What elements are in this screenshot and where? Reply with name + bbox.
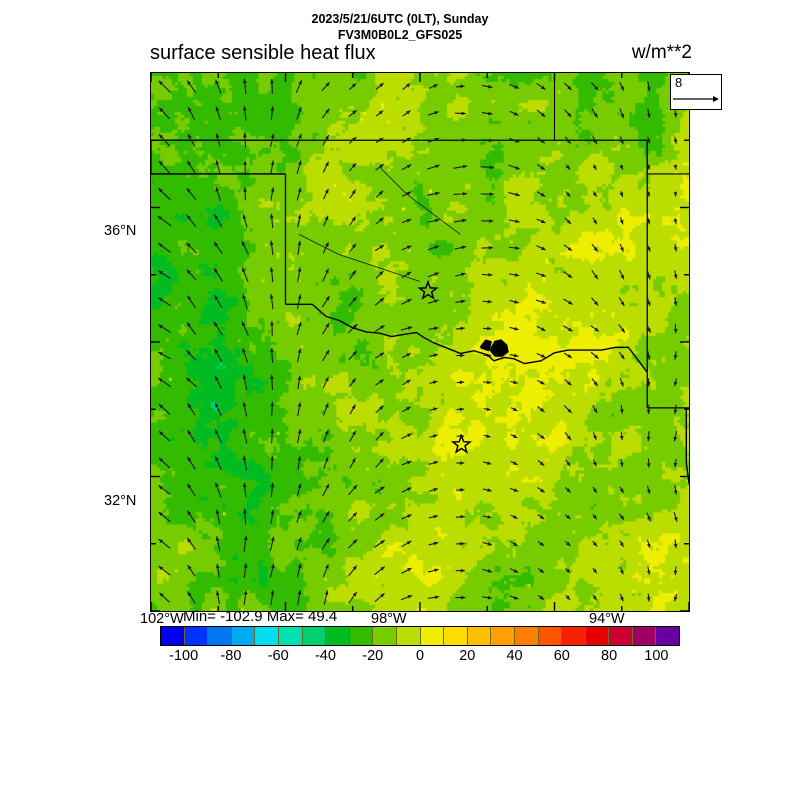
lat-tick-36n: 36°N	[104, 223, 137, 239]
colorbar-tick-label: 80	[601, 648, 618, 664]
colorbar-tick-label: -80	[220, 648, 242, 664]
colorbar-tick-label: -20	[362, 648, 384, 664]
wind-vector-arrow-icon	[673, 96, 719, 102]
minmax-label: Min= -102.9 Max= 49.4	[183, 608, 338, 625]
colorbar[interactable]	[160, 626, 680, 646]
colorbar-segment	[420, 627, 445, 645]
map-plot-area[interactable]	[150, 72, 690, 612]
colorbar-segment	[349, 627, 374, 645]
colorbar-segment	[632, 627, 657, 645]
colorbar-tick-label: 20	[459, 648, 476, 664]
lat-tick-32n: 32°N	[104, 493, 137, 509]
colorbar-segment	[491, 627, 515, 645]
colorbar-segment	[656, 627, 680, 645]
colorbar-tick-label: 40	[506, 648, 523, 664]
colorbar-segment	[373, 627, 397, 645]
colorbar-segment	[326, 627, 350, 645]
colorbar-segment	[609, 627, 633, 645]
colorbar-segment	[444, 627, 468, 645]
colorbar-segment	[231, 627, 256, 645]
colorbar-segment	[278, 627, 303, 645]
lon-tick-102w: 102°W	[140, 611, 184, 627]
header-model: FV3M0B0L2_GFS025	[337, 28, 463, 42]
colorbar-segment	[396, 627, 421, 645]
heatmap-field	[151, 73, 689, 611]
colorbar-tick-label: 0	[415, 648, 425, 664]
colorbar-tick-label: 100	[644, 648, 669, 664]
wind-vector-key: 8	[670, 74, 722, 110]
lon-tick-94w: 94°W	[589, 611, 625, 627]
units-label: w/m**2	[631, 42, 692, 63]
page-title: surface sensible heat flux	[150, 42, 376, 64]
colorbar-ticks: -100 -80 -60 -40 -20 0 20 40 60 80 100	[160, 648, 680, 666]
colorbar-segment	[585, 627, 610, 645]
colorbar-tick-label: -100	[169, 648, 199, 664]
lon-tick-98w: 98°W	[371, 611, 407, 627]
wind-vector-key-value: 8	[675, 75, 683, 90]
colorbar-tick-label: -60	[267, 648, 289, 664]
colorbar-segment	[562, 627, 586, 645]
header-date: 2023/5/21/6UTC (0LT), Sunday	[311, 12, 489, 26]
colorbar-segment	[514, 627, 539, 645]
colorbar-tick-label: -40	[314, 648, 336, 664]
colorbar-tick-label: 60	[553, 648, 570, 664]
colorbar-segment	[467, 627, 492, 645]
colorbar-segment	[208, 627, 232, 645]
colorbar-segment	[538, 627, 563, 645]
colorbar-segment	[302, 627, 327, 645]
colorbar-segment	[255, 627, 279, 645]
colorbar-segment	[161, 627, 185, 645]
colorbar-segment	[184, 627, 209, 645]
